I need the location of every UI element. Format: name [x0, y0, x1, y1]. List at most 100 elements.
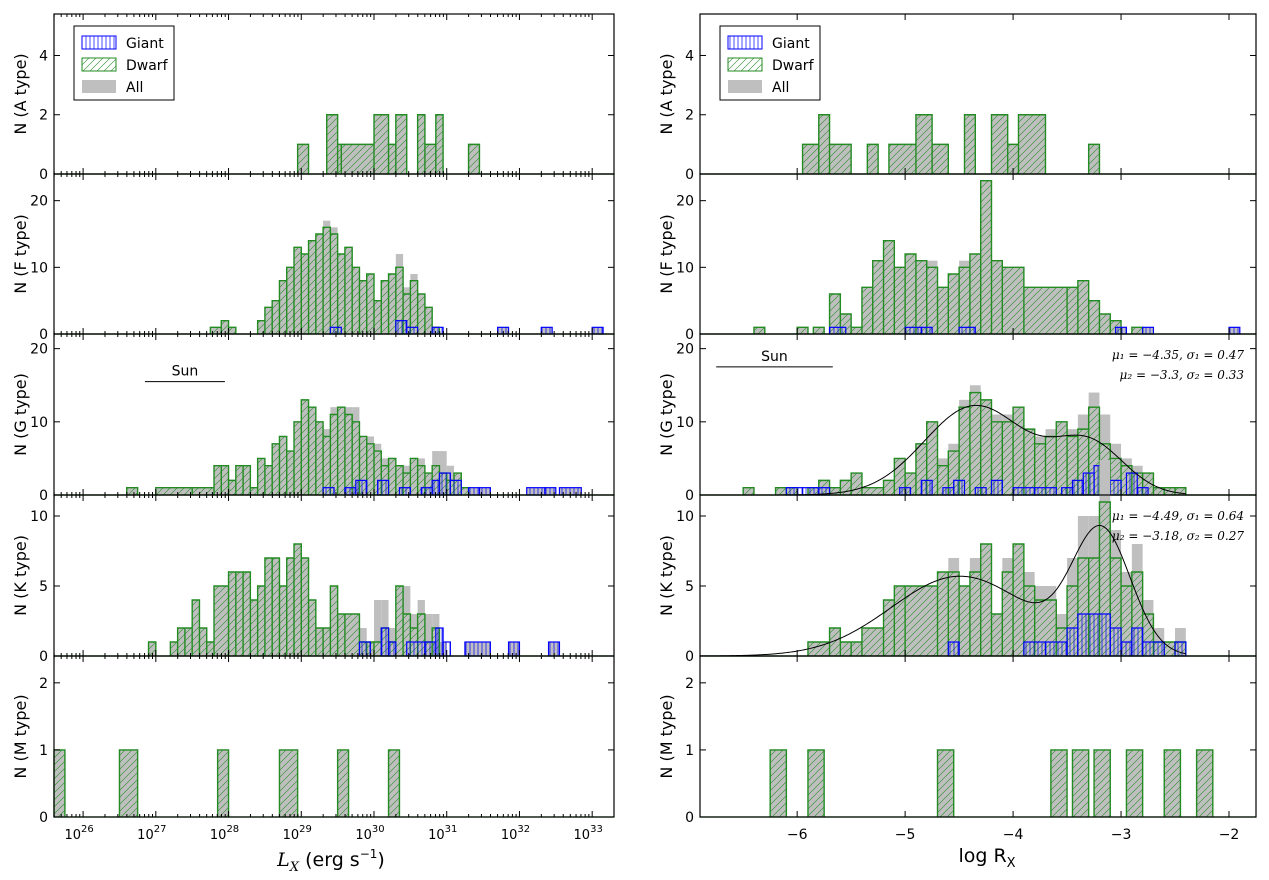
x-tick-label: 1030: [355, 824, 384, 843]
y-tick-label: 0: [685, 488, 694, 504]
dwarf-bar: [424, 144, 436, 174]
dwarf-bar: [250, 487, 258, 495]
dwarf-bar: [403, 614, 411, 656]
panel-left-M: 0 1 2 N (M type) 1026 1027 1028 1029 1030 1031 103…: [11, 655, 615, 843]
dwarf-bar: [1013, 544, 1024, 656]
x-tick-label: −3: [1111, 827, 1132, 843]
dwarf-bar: [381, 280, 389, 334]
giant-bar: [438, 472, 451, 496]
dwarf-bar: [250, 600, 258, 656]
dwarf-bar: [1099, 314, 1111, 334]
dwarf-bar: [192, 600, 200, 656]
dwarf-bar: [937, 287, 949, 334]
giant-bar: [406, 641, 426, 657]
legend: Giant Dwarf All: [719, 25, 821, 101]
panel-right-K: μ₁ = −4.49, σ₁ = 0.64 μ₂ = −3.18, σ₂ = 0.…: [657, 460, 1257, 665]
dwarf-bar: [301, 254, 309, 334]
y-axis-label: N (F type): [11, 214, 30, 294]
dwarf-bar: [279, 436, 287, 495]
giant-bar: [1034, 487, 1057, 496]
dwarf-outline: [801, 114, 1101, 174]
dwarf-bar: [424, 473, 433, 495]
sun-label: Sun: [172, 364, 199, 380]
left-x-axis-label: LX (erg s−1): [276, 847, 385, 875]
dwarf-bar: [959, 267, 970, 334]
dwarf-bar: [395, 114, 407, 174]
dwarf-bar: [980, 180, 992, 334]
legend-all-swatch: [82, 80, 116, 93]
y-tick-label: 2: [685, 108, 694, 124]
dwarf-bar: [403, 294, 411, 334]
dwarf-bar: [279, 749, 298, 817]
y-tick-label: 0: [39, 327, 48, 343]
dwarf-bar: [264, 307, 273, 334]
panel-left-K: 0 5 10N (K type): [11, 494, 615, 665]
dwarf-bar: [1072, 749, 1089, 817]
dwarf-bar: [937, 749, 954, 817]
dwarf-bar: [829, 628, 841, 656]
dwarf-bar: [206, 642, 214, 656]
dwarf-bar: [286, 267, 294, 334]
dwarf-bar: [991, 614, 1003, 656]
y-tick-label: 0: [685, 327, 694, 343]
dwarf-bar: [991, 421, 1003, 495]
dwarf-bar: [813, 327, 825, 334]
dwarf-bar: [119, 749, 138, 817]
dwarf-bar: [1142, 614, 1154, 656]
dwarf-bar: [286, 451, 294, 495]
dwarf-outline: [296, 114, 481, 174]
panel-right-M: 0 1 2 N (M type) −6 −5 −4 −3 −2: [657, 655, 1257, 843]
y-tick-label: 4: [685, 48, 694, 64]
dwarf-bar: [1088, 300, 1100, 334]
giant-bar: [1125, 472, 1138, 496]
dwarf-bar: [894, 586, 906, 656]
giant-bar: [942, 487, 955, 496]
dwarf-bar: [969, 572, 981, 656]
fit-label-1: μ₁ = −4.49, σ₁ = 0.64: [1112, 509, 1244, 523]
dwarf-bar: [1121, 586, 1132, 656]
dwarf-bar: [294, 247, 302, 334]
dwarf-bar: [948, 451, 960, 495]
y-tick-label: 0: [39, 488, 48, 504]
dwarf-bar: [932, 144, 949, 174]
dwarf-outline: [209, 226, 441, 334]
dwarf-bar: [1088, 558, 1100, 656]
legend-dwarf-swatch: [727, 57, 763, 72]
giant-bar: [904, 326, 922, 335]
dwarf-bar: [388, 144, 396, 174]
dwarf-bar: [851, 473, 862, 495]
panel-left-A: 0 2 4 N (A type) Giant Dwarf All: [11, 13, 615, 183]
dwarf-bar: [330, 414, 338, 495]
x-tick-label: −2: [1219, 827, 1240, 843]
dwarf-bar: [359, 280, 367, 334]
dwarf-bar: [330, 586, 338, 656]
dwarf-bar: [435, 114, 444, 174]
dwarf-bar: [770, 749, 787, 817]
dwarf-bar: [417, 614, 425, 656]
x-tick-label: −4: [1003, 827, 1024, 843]
dwarf-bar: [867, 144, 879, 174]
dwarf-bar: [417, 465, 425, 495]
dwarf-bar: [352, 267, 360, 334]
giant-bar: [990, 479, 1003, 496]
dwarf-bar: [308, 600, 316, 656]
dwarf-bar: [221, 320, 229, 334]
x-tick-label: 1026: [64, 824, 93, 843]
dwarf-bar: [888, 144, 916, 174]
dwarf-bar: [359, 436, 367, 495]
dwarf-bar: [1099, 502, 1111, 656]
dwarf-bar: [851, 642, 862, 656]
dwarf-bar: [753, 327, 765, 334]
giant-bar: [947, 641, 960, 657]
y-tick-label: 20: [676, 342, 694, 358]
giant-bar: [395, 320, 408, 335]
dwarf-bar: [1050, 749, 1068, 817]
dwarf-bar: [468, 144, 480, 174]
giant-bar: [828, 326, 847, 335]
dwarf-bar: [417, 114, 425, 174]
fit-label-2: μ₂ = −3.18, σ₂ = 0.27: [1112, 529, 1244, 543]
dwarf-bar: [915, 443, 927, 495]
dwarf-bar: [344, 247, 353, 334]
legend-label: Dwarf: [772, 58, 815, 74]
dwarf-bar: [1077, 558, 1089, 656]
